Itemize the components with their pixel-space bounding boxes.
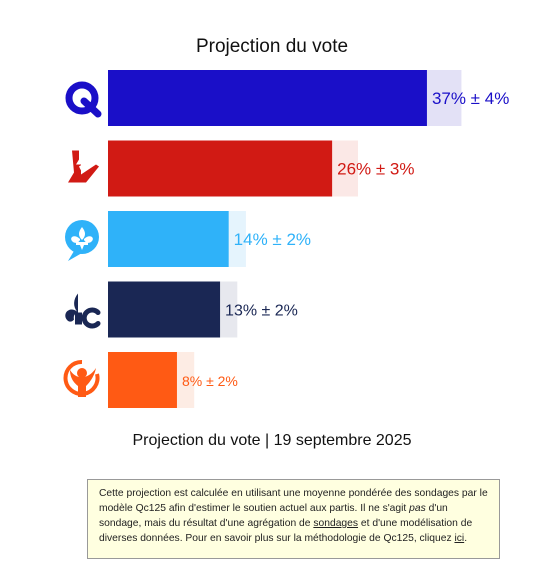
note-emphasis: pas [409, 503, 426, 514]
sondages-link[interactable]: sondages [313, 518, 359, 529]
data-label: 26% ± 3% [337, 160, 414, 179]
data-label: 37% ± 4% [432, 89, 509, 108]
note-text-2: d'un sondage, mais du résultat d'une agr… [99, 503, 448, 529]
note-text-4: . [464, 533, 468, 544]
note-text-1: Cette projection est calculée en utilisa… [99, 488, 488, 514]
vote-bar [108, 352, 177, 408]
vote-bar [108, 211, 229, 267]
data-label: 13% ± 2% [225, 303, 298, 320]
quebec-solidaire-logo-icon [63, 359, 100, 397]
ici-link[interactable]: ici [454, 533, 465, 544]
vote-bar [108, 140, 333, 197]
vote-bar [108, 70, 427, 126]
methodology-note: Cette projection est calculée en utilisa… [87, 479, 500, 559]
bar-chart: 37% ± 4% 26% ± 3% 14% ± 2% 13% ± 2% 8% ± 2% [63, 70, 509, 408]
parti-quebecois-logo-icon [65, 81, 102, 118]
data-label: 8% ± 2% [182, 373, 238, 389]
chart-title: Projection du vote [195, 36, 349, 57]
parti-liberal-logo-icon [68, 150, 99, 183]
vote-bar [108, 281, 221, 338]
parti-conservateur-logo-icon [65, 293, 101, 329]
note-text-3: et d'une modélisation de diverses donnée… [99, 518, 473, 544]
chart-subtitle: Projection du vote | 19 septembre 2025 [132, 432, 412, 449]
caq-logo-icon [65, 220, 99, 261]
data-label: 14% ± 2% [234, 230, 311, 249]
